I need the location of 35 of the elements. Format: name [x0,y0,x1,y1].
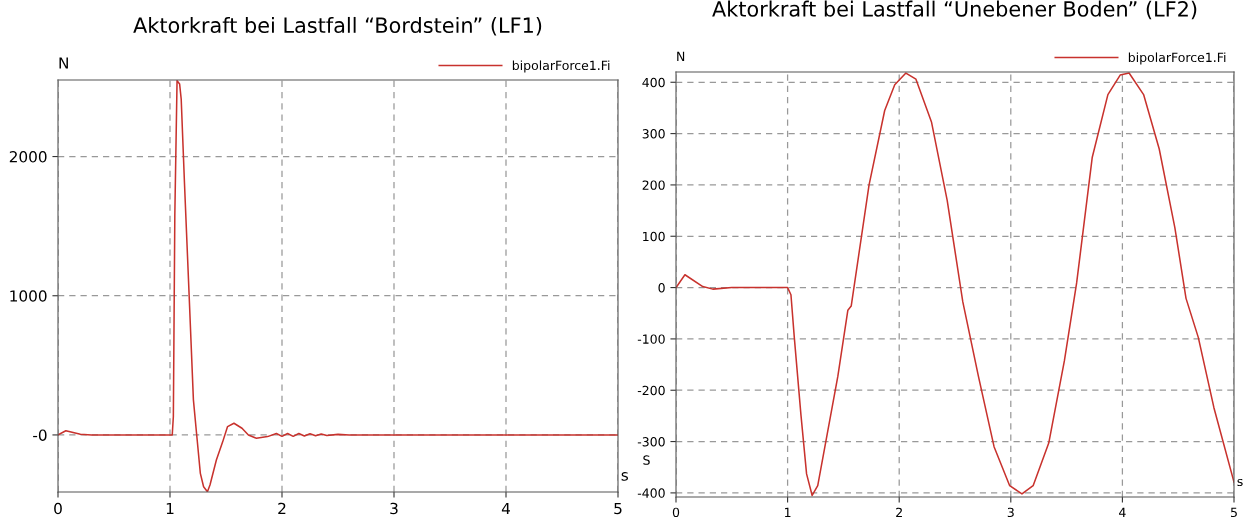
text: S [643,455,650,465]
y-axis-title: N [677,51,685,61]
x-tick-label: 1 [166,502,174,515]
y-tick-label: 1000 [10,290,47,302]
x-tick-label: 0 [54,502,62,515]
y-tick-label: 100 [643,231,665,242]
x-tick-label: 2 [896,507,902,517]
y-tick-label: 2000 [9,151,47,163]
x-tick-label: 5 [1230,507,1237,518]
x-tick-label: 5 [614,502,622,515]
y-tick-label: 200 [642,180,665,190]
legend-label: bipolarForce1.Fi [1128,52,1226,65]
line-series [676,72,1234,497]
y-tick-label: 400 [642,77,665,88]
chart-title: Aktorkraft bei Lastfall “Unebener Boden” (LF2) [712,0,1197,20]
chart-title: Aktorkraft bei Lastfall “Bordstein” (LF1) [133,16,542,36]
y-tick-label: 0 [658,283,665,293]
y-tick-label: -0 [33,429,47,441]
x-axis-title: s [621,472,629,481]
y-tick-label: -100 [637,334,665,344]
y-axis-title: N [59,57,68,69]
x-tick-label: 4 [501,502,510,515]
x-tick-label: 3 [390,502,398,515]
x-tick-label: 2 [278,502,286,515]
x-tick-label: 0 [672,507,680,518]
line-series [58,80,618,492]
x-tick-label: 1 [785,507,791,517]
x-tick-label: 3 [1007,507,1014,518]
y-tick-label: -300 [637,437,665,447]
y-tick-label: 300 [642,129,665,139]
legend-label: bipolarForce1.Fi [512,60,610,73]
y-tick-label: -200 [637,385,665,396]
y-tick-label: -400 [637,488,665,498]
x-tick-label: 4 [1119,507,1126,517]
x-axis-title: s [1237,478,1243,487]
